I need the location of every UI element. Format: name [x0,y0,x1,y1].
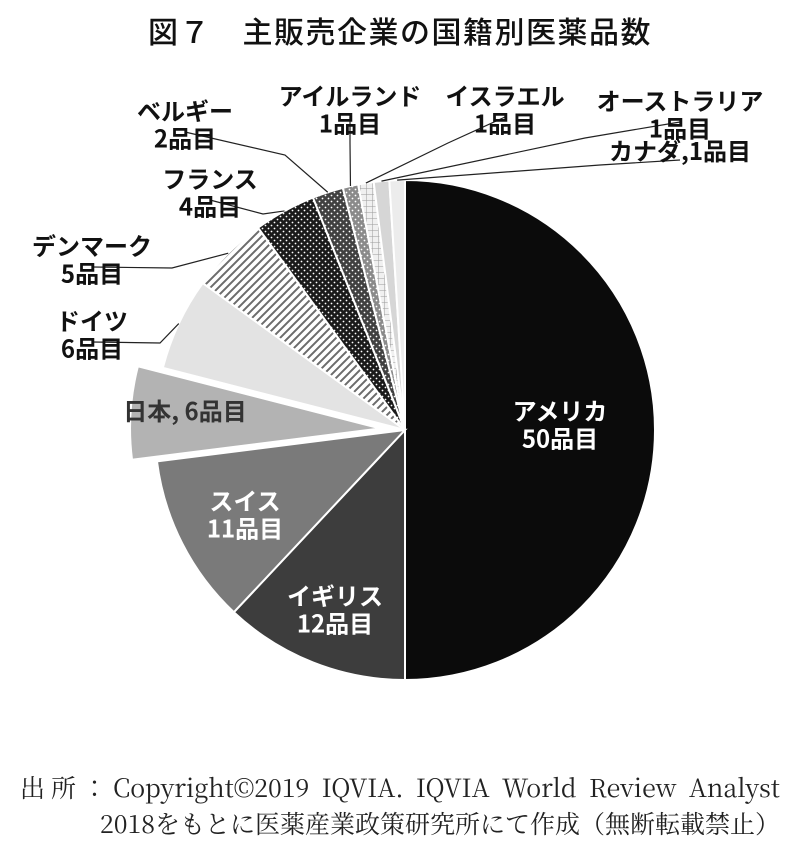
chart-source: 出所：Copyright©2019 IQVIA. IQVIA World Rev… [20,769,780,842]
slice-label: イスラエル1品目 [445,77,564,140]
slice-label: アイルランド1品目 [279,77,422,140]
chart-title: 図７ 主販売企業の国籍別医薬品数 [0,8,800,52]
slice-label: ベルギー2品目 [137,92,233,155]
slice-label: アメリカ50品目 [513,392,608,455]
slice-label: 日本, 6品目 [123,392,246,427]
slice-label: カナダ,1品目 [609,132,751,167]
pie-chart: アメリカ50品目イギリス12品目スイス11品目 日本, 6品目 ドイツ6品目デンマー… [0,50,800,730]
slice-label: ドイツ6品目 [56,302,128,365]
slice-label: イギリス12品目 [287,577,383,640]
slice-label: スイス11品目 [207,482,283,545]
slice-label: フランス4品目 [162,160,258,223]
slice-label: デンマーク5品目 [32,227,152,290]
